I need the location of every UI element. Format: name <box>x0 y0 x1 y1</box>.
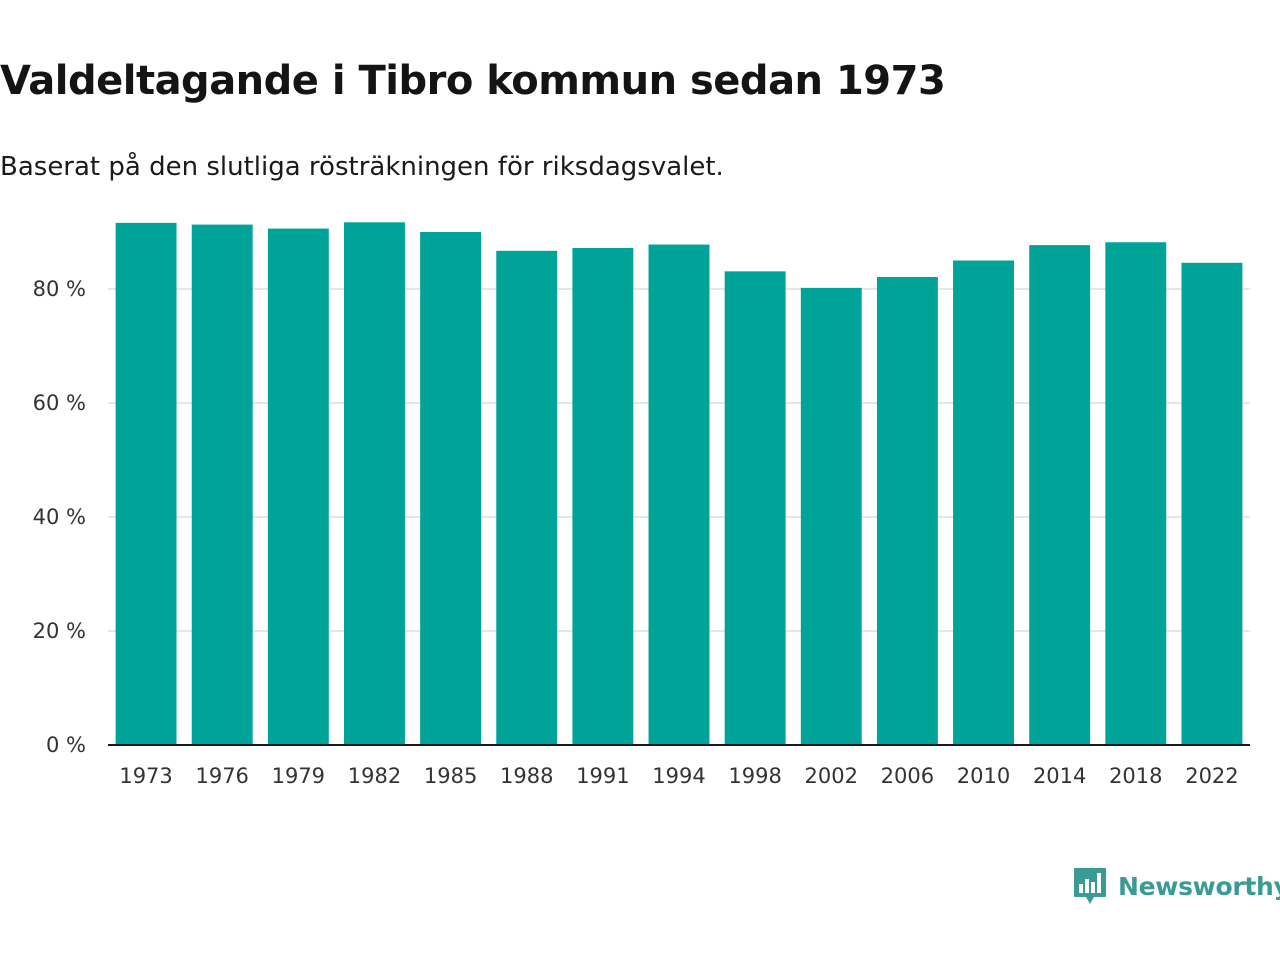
x-tick-label: 2006 <box>881 764 934 788</box>
x-tick-label: 1991 <box>576 764 629 788</box>
newsworthy-logo: Newsworthy <box>1072 866 1280 906</box>
x-tick-label: 1982 <box>348 764 401 788</box>
x-tick-label: 1998 <box>728 764 781 788</box>
bar-2002 <box>800 287 862 745</box>
y-tick-label: 40 % <box>33 505 86 529</box>
bar-chart: 0 % 20 % 40 % 60 % 80 % 1973 1976 1979 1982 1985… <box>33 222 1250 788</box>
bars <box>115 222 1243 746</box>
y-tick-label: 60 % <box>33 391 86 415</box>
x-tick-label: 2010 <box>957 764 1010 788</box>
y-axis-ticks: 0 % 20 % 40 % 60 % 80 % <box>33 277 86 757</box>
brand-name: Newsworthy <box>1118 871 1280 901</box>
x-tick-label: 1985 <box>424 764 477 788</box>
x-tick-label: 1988 <box>500 764 553 788</box>
y-tick-label: 20 % <box>33 619 86 643</box>
bar-2018 <box>1105 242 1167 745</box>
chart-title: Valdeltagande i Tibro kommun sedan 1973 <box>0 58 946 104</box>
bar-1982 <box>344 222 405 745</box>
chart-subtitle: Baserat på den slutliga rösträkningen fö… <box>0 152 724 182</box>
bar-chart-speech-bubble-icon <box>1074 868 1106 904</box>
x-tick-label: 2022 <box>1185 764 1238 788</box>
bar-1988 <box>496 250 558 745</box>
bar-1973 <box>115 222 177 745</box>
bar-1976 <box>191 224 253 746</box>
x-axis-ticks: 1973 1976 1979 1982 1985 1988 1991 1994 1998 2002… <box>119 764 1238 788</box>
x-tick-label: 1976 <box>195 764 248 788</box>
x-tick-label: 1994 <box>652 764 705 788</box>
x-tick-label: 2014 <box>1033 764 1086 788</box>
bar-1994 <box>648 244 710 745</box>
bar-2006 <box>876 277 938 745</box>
x-tick-label: 2002 <box>805 764 858 788</box>
bar-1979 <box>267 228 329 745</box>
bar-1985 <box>420 232 482 745</box>
bar-1998 <box>724 271 786 745</box>
bar-2022 <box>1181 262 1243 745</box>
x-tick-label: 1979 <box>272 764 325 788</box>
x-tick-label: 2018 <box>1109 764 1162 788</box>
x-tick-label: 1973 <box>119 764 172 788</box>
bar-2010 <box>953 260 1014 745</box>
bar-2014 <box>1029 245 1091 746</box>
y-tick-label: 80 % <box>33 277 86 301</box>
bar-1991 <box>572 247 634 745</box>
y-tick-label: 0 % <box>46 733 86 757</box>
